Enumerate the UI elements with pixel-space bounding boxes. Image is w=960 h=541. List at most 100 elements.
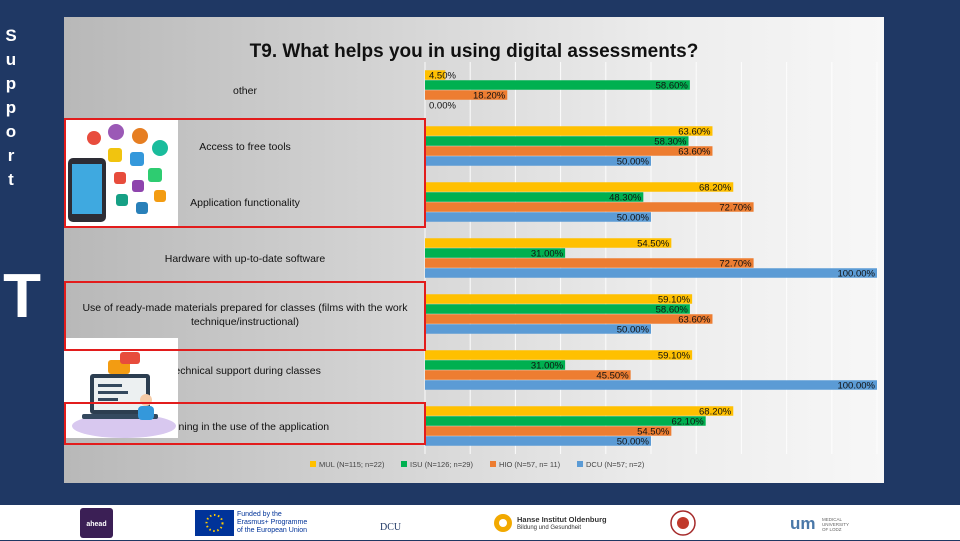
hanse-text-line-1: Hanse Institut Oldenburg xyxy=(517,515,607,524)
data-label: 31.00% xyxy=(531,248,564,259)
eu-text-line-3: of the European Union xyxy=(237,527,308,534)
bar xyxy=(425,416,706,426)
data-label: 50.00% xyxy=(617,156,650,167)
eu-text-line-2: Erasmus+ Programme xyxy=(237,519,308,526)
data-label: 0.00% xyxy=(429,100,456,111)
sidebar-letter: o xyxy=(5,122,17,141)
university-seal-icon xyxy=(670,510,696,536)
bar xyxy=(425,202,754,212)
bar xyxy=(425,436,651,446)
bar xyxy=(425,212,651,222)
um-subtext: MEDICAL UNIVERSITY OF LODZ xyxy=(822,517,849,532)
bar xyxy=(425,370,631,380)
sidebar-letter: p xyxy=(5,74,17,93)
category-label: Use of ready-made materials prepared for… xyxy=(82,302,408,314)
bar xyxy=(425,304,690,314)
data-label: 63.60% xyxy=(678,314,711,325)
bar xyxy=(425,182,734,192)
category-label: other xyxy=(233,85,257,97)
ahead-logo: ahead xyxy=(80,508,113,538)
data-label: 58.30% xyxy=(654,136,687,147)
eu-text-line-1: Funded by the xyxy=(237,511,282,518)
apps-phone-icon xyxy=(68,124,168,222)
sidebar-letter: t xyxy=(8,170,14,189)
data-label: 72.70% xyxy=(719,202,752,213)
bar xyxy=(425,146,713,156)
bar xyxy=(425,380,877,390)
data-label: 48.30% xyxy=(609,192,642,203)
data-label: 68.20% xyxy=(699,182,732,193)
legend-swatch xyxy=(490,461,496,467)
bar xyxy=(425,192,644,202)
bar xyxy=(425,90,508,100)
sidebar-letter: S xyxy=(5,26,17,45)
eu-stars-icon xyxy=(205,514,224,532)
legend-label: DCU (N=57; n=2) xyxy=(586,460,645,469)
bar xyxy=(425,350,693,360)
data-label: 50.00% xyxy=(617,324,650,335)
data-label: 50.00% xyxy=(617,436,650,447)
bar-chart: other 4.50% 58.60% 18.20% 0.00% Access to fre… xyxy=(82,62,878,469)
category-label: Application functionality xyxy=(190,197,300,209)
um-subtext-line-2: UNIVERSITY xyxy=(822,522,850,527)
data-label: 59.10% xyxy=(658,294,691,305)
computer-support-icon xyxy=(72,352,176,438)
data-label: 59.10% xyxy=(658,350,691,361)
sidebar-letter: p xyxy=(5,98,17,117)
category-label: technique/instructional) xyxy=(191,316,299,328)
logo-footer: ahead Funded by the Erasmus+ Programme o… xyxy=(0,505,960,540)
bar xyxy=(425,136,689,146)
data-label: 50.00% xyxy=(617,212,650,223)
data-label: 45.50% xyxy=(596,370,629,381)
bar xyxy=(425,126,713,136)
bar xyxy=(425,426,672,436)
apps-illustration xyxy=(64,118,178,228)
data-label: 63.60% xyxy=(678,126,711,137)
chart-title: T9. What helps you in using digital asse… xyxy=(249,41,699,62)
support-illustration xyxy=(64,338,178,438)
category-label: Hardware with up-to-date software xyxy=(165,253,326,265)
category-label: Training in the use of the application xyxy=(161,421,329,433)
ahead-logo-text: ahead xyxy=(86,521,107,528)
bar xyxy=(425,294,693,304)
data-label: 4.50% xyxy=(429,70,456,81)
big-letter-t: T xyxy=(3,262,41,331)
legend-swatch xyxy=(577,461,583,467)
bar xyxy=(425,324,651,334)
legend-label: MUL (N=115; n=22) xyxy=(319,460,385,469)
data-label: 54.50% xyxy=(637,238,670,249)
bar xyxy=(425,314,713,324)
chart-panel: T9. What helps you in using digital asse… xyxy=(64,17,884,483)
legend-label: HIO (N=57, n= 11) xyxy=(499,460,561,469)
bar xyxy=(425,80,690,90)
um-logo: um xyxy=(790,514,816,533)
bar xyxy=(425,406,734,416)
bar xyxy=(425,248,566,258)
dcu-logo: DCU xyxy=(380,522,402,533)
data-label: 18.20% xyxy=(473,90,506,101)
highlight-box-tools xyxy=(64,118,426,228)
um-subtext-line-1: MEDICAL xyxy=(822,517,843,522)
legend-label: ISU (N=126; n=29) xyxy=(410,460,473,469)
bar xyxy=(425,360,566,370)
highlight-box-training xyxy=(64,402,426,445)
hanse-logo-icon xyxy=(494,514,512,532)
eu-funding-text: Funded by the Erasmus+ Programme of the … xyxy=(237,511,307,535)
eu-flag-logo xyxy=(195,510,234,536)
bar xyxy=(425,258,754,268)
data-label: 100.00% xyxy=(837,380,875,391)
data-label: 100.00% xyxy=(837,268,875,279)
data-label: 72.70% xyxy=(719,258,752,269)
bar xyxy=(425,70,446,80)
um-subtext-line-3: OF LODZ xyxy=(822,527,842,532)
data-label: 62.10% xyxy=(671,416,704,427)
highlight-box-materials xyxy=(64,281,426,351)
legend-swatch xyxy=(401,461,407,467)
data-label: 58.60% xyxy=(656,80,689,91)
sidebar-letter: u xyxy=(5,50,17,69)
data-label: 31.00% xyxy=(531,360,564,371)
bar xyxy=(425,268,877,278)
data-label: 68.20% xyxy=(699,406,732,417)
legend-swatch xyxy=(310,461,316,467)
